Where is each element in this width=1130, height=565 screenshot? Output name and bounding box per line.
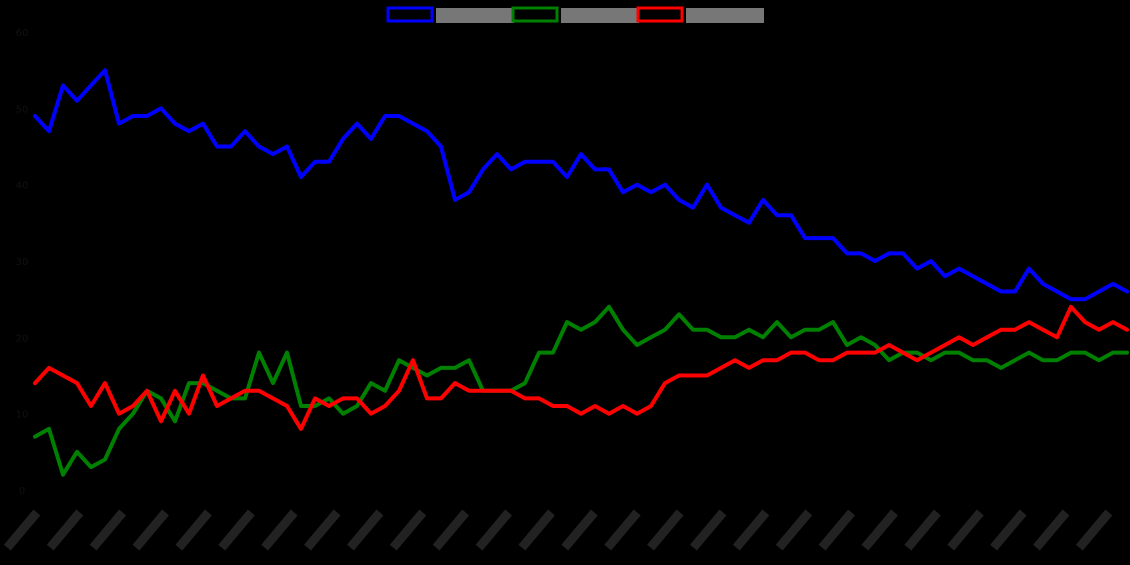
x-tick-label	[732, 509, 770, 551]
x-tick-label	[432, 509, 470, 551]
x-tick-label	[518, 509, 555, 551]
x-tick-label	[261, 509, 298, 551]
x-tick-label	[304, 509, 341, 551]
y-tick-label: 30	[16, 257, 29, 268]
series-line-3	[33, 304, 1129, 431]
series-layer	[33, 68, 1129, 477]
x-tick-label	[604, 509, 641, 551]
x-tick-label	[904, 509, 941, 551]
x-tick-label	[389, 509, 427, 551]
series-line-1	[33, 68, 1129, 302]
legend-swatch	[386, 6, 434, 23]
legend-swatch	[636, 6, 684, 23]
y-tick-label: 50	[16, 104, 29, 115]
x-tick-label	[861, 509, 898, 551]
x-tick-label	[132, 509, 169, 551]
y-tick-label: 60	[16, 28, 29, 39]
x-tick-label	[818, 509, 856, 551]
x-tick-label	[175, 509, 212, 551]
legend	[386, 6, 764, 23]
x-tick-label	[647, 509, 684, 551]
y-tick-label: 0	[19, 486, 25, 497]
legend-label	[436, 8, 514, 23]
y-tick-label: 10	[16, 410, 29, 421]
x-tick-label	[46, 509, 84, 551]
x-tick-label	[1075, 509, 1113, 551]
x-tick-label	[218, 509, 255, 551]
y-tick-label: 20	[16, 333, 29, 344]
x-tick-label	[1033, 509, 1070, 551]
x-tick-label	[775, 509, 813, 551]
x-tick-label	[689, 509, 727, 551]
x-tick-label	[475, 509, 513, 551]
x-tick-label	[3, 509, 41, 551]
x-tick-label	[561, 509, 598, 551]
x-axis	[3, 509, 1113, 551]
legend-swatch	[511, 6, 559, 23]
y-axis: 0 10 20 30 40 50 60	[16, 28, 29, 497]
x-tick-label	[89, 509, 127, 551]
x-tick-label	[990, 509, 1027, 551]
legend-label	[686, 8, 764, 23]
y-tick-label: 40	[16, 181, 29, 192]
x-tick-label	[947, 509, 984, 551]
x-tick-label	[346, 509, 384, 551]
legend-label	[561, 8, 639, 23]
